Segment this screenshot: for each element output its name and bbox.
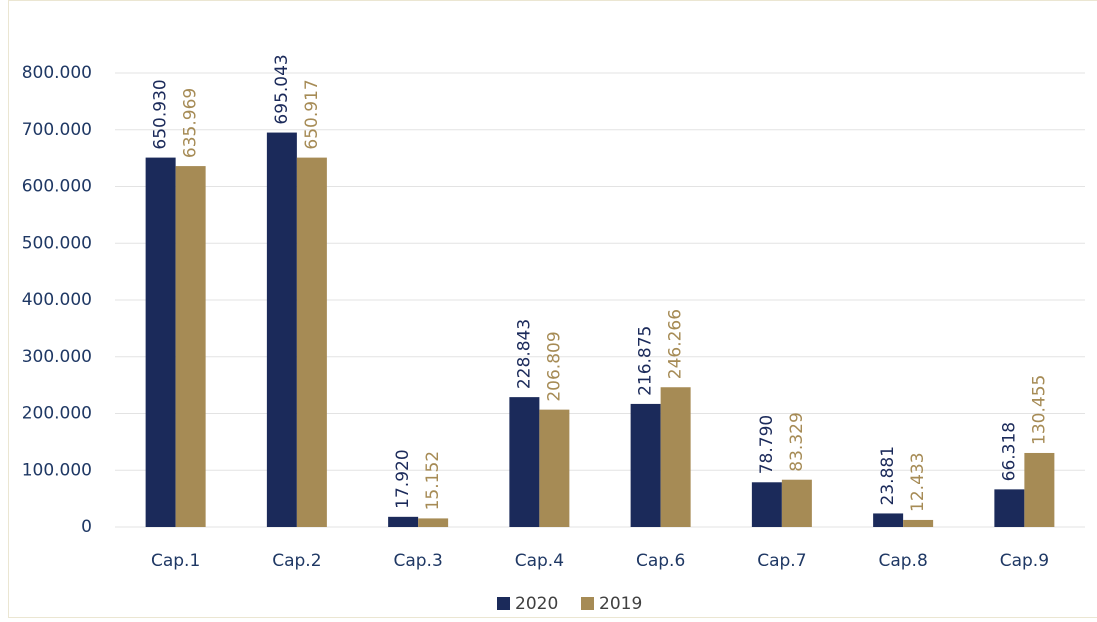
x-tick-label: Cap.6	[636, 551, 685, 571]
bar	[994, 489, 1024, 527]
legend-label: 2019	[599, 594, 642, 614]
data-label: 635.969	[181, 88, 201, 158]
data-label: 246.266	[666, 309, 686, 379]
data-label: 66.318	[999, 422, 1019, 481]
bar	[1024, 453, 1054, 527]
data-label: 15.152	[423, 451, 443, 510]
y-tick-label: 200.000	[22, 404, 92, 424]
bar	[539, 410, 569, 527]
y-tick-label: 300.000	[22, 347, 92, 367]
x-tick-label: Cap.4	[515, 551, 564, 571]
bar	[388, 517, 418, 527]
data-label: 206.809	[544, 331, 564, 401]
bar	[873, 513, 903, 527]
bar	[782, 480, 812, 527]
y-tick-label: 800.000	[22, 63, 92, 83]
data-label: 695.043	[272, 54, 292, 124]
legend-swatch	[581, 597, 594, 610]
data-label: 23.881	[878, 446, 898, 505]
bar	[509, 397, 539, 527]
legend-label: 2020	[515, 594, 558, 614]
y-tick-label: 600.000	[22, 177, 92, 197]
bar	[752, 482, 782, 527]
x-tick-label: Cap.1	[151, 551, 200, 571]
legend-swatch	[497, 597, 510, 610]
data-label: 83.329	[787, 412, 807, 471]
bar	[661, 387, 691, 527]
data-label: 650.930	[151, 79, 171, 149]
data-label: 228.843	[514, 319, 534, 389]
x-tick-label: Cap.3	[393, 551, 442, 571]
x-tick-label: Cap.9	[1000, 551, 1049, 571]
bar	[903, 520, 933, 527]
data-label: 78.790	[757, 415, 777, 474]
y-tick-label: 400.000	[22, 290, 92, 310]
data-label: 12.433	[908, 452, 928, 511]
y-tick-label: 0	[81, 517, 92, 537]
bar	[176, 166, 206, 527]
bar	[267, 133, 297, 527]
x-tick-label: Cap.2	[272, 551, 321, 571]
bar	[418, 518, 448, 527]
y-tick-label: 500.000	[22, 233, 92, 253]
data-label: 130.455	[1029, 375, 1049, 445]
bar	[297, 158, 327, 527]
x-tick-label: Cap.7	[757, 551, 806, 571]
y-tick-label: 700.000	[22, 120, 92, 140]
y-tick-label: 100.000	[22, 460, 92, 480]
x-tick-label: Cap.8	[878, 551, 927, 571]
bar	[631, 404, 661, 527]
data-label: 216.875	[636, 326, 656, 396]
data-label: 650.917	[302, 79, 322, 149]
data-label: 17.920	[393, 449, 413, 508]
bar	[146, 158, 176, 527]
